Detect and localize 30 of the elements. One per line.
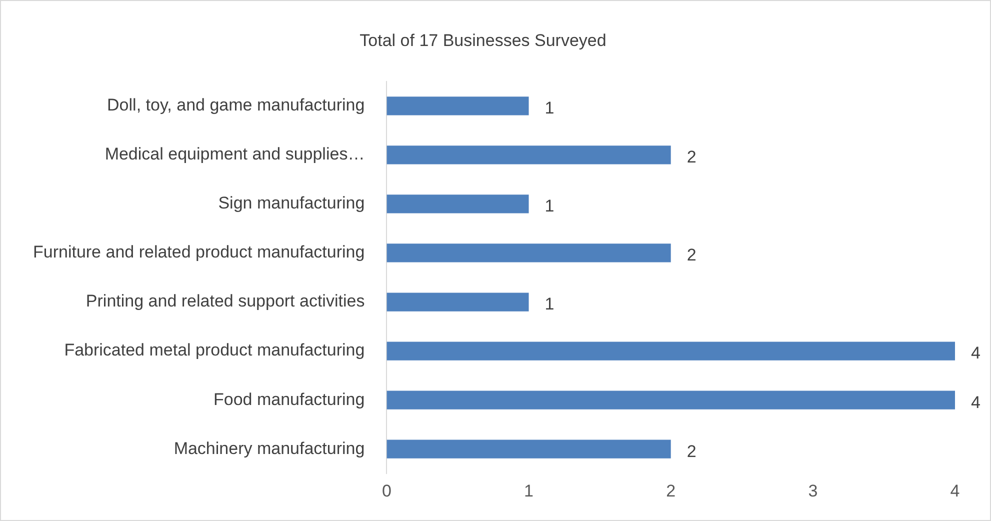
bar: [386, 244, 671, 262]
y-tick-label: Furniture and related product manufacturing: [32, 242, 365, 262]
data-label: 2: [686, 442, 696, 461]
y-tick-label: Fabricated metal product manufacturing: [64, 340, 365, 360]
bar: [386, 194, 529, 214]
y-tick-label: Printing and related support activities: [86, 292, 365, 311]
bar: [386, 96, 529, 116]
x-tick-label: 4: [950, 481, 960, 500]
data-label: 1: [544, 196, 554, 216]
chart-title: Total of 17 Businesses Surveyed: [360, 30, 606, 50]
data-label: 4: [971, 344, 980, 363]
y-tick-label: Doll, toy, and game manufacturing: [107, 96, 365, 115]
x-tick-label: 0: [382, 481, 392, 500]
bar: [386, 342, 955, 360]
data-label: 1: [544, 98, 554, 118]
x-tick-label: 1: [524, 481, 534, 500]
data-label: 2: [686, 246, 696, 265]
bar: [386, 292, 529, 312]
y-tick-label: Food manufacturing: [213, 390, 365, 409]
data-label: 4: [971, 392, 980, 412]
y-tick-label: Sign manufacturing: [218, 194, 365, 213]
data-label: 2: [686, 148, 696, 167]
bar: [386, 390, 955, 410]
data-label: 1: [544, 294, 554, 314]
x-tick-label: 3: [808, 481, 818, 500]
x-tick-label: 2: [666, 481, 676, 500]
bar: [386, 440, 671, 458]
bar: [386, 146, 671, 164]
y-tick-label: Machinery manufacturing: [174, 438, 365, 458]
y-tick-label: Medical equipment and supplies…: [104, 144, 365, 164]
